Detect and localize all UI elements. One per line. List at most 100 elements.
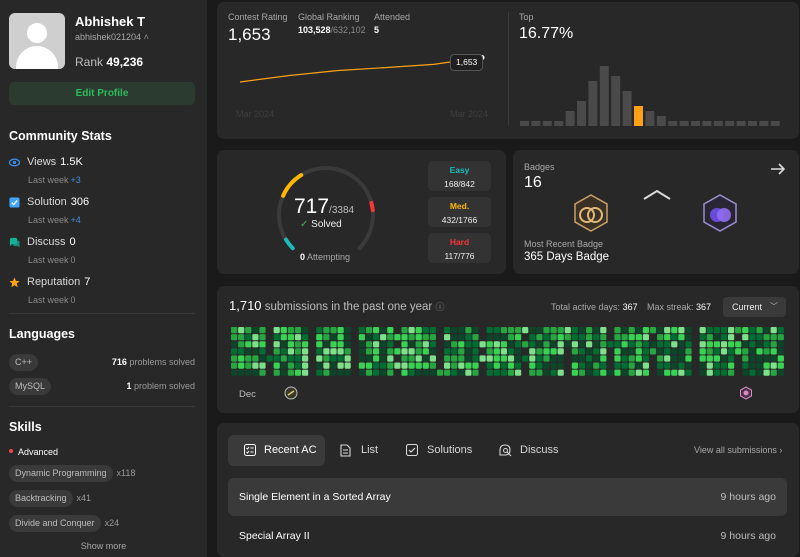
heatmap-cell: [728, 334, 735, 341]
heatmap-cell: [323, 327, 330, 334]
contest-rating-value: 1,653: [228, 25, 271, 44]
heatmap-cell: [536, 341, 543, 348]
heatmap-cell: [273, 341, 280, 348]
heatmap-cell: [713, 369, 720, 376]
arrow-right-icon[interactable]: [770, 162, 786, 176]
heatmap-cell: [401, 362, 408, 369]
heatmap-cell: [713, 334, 720, 341]
heatmap-cell: [365, 362, 373, 369]
top-percent-label: Top: [519, 12, 534, 22]
heatmap-cell: [756, 341, 763, 348]
view-all-submissions-link[interactable]: View all submissions ›: [694, 445, 783, 455]
stat-label: Reputation: [27, 276, 81, 288]
heatmap-cell: [529, 327, 536, 334]
heatmap-cell: [621, 327, 628, 334]
ring-medium-arc: [281, 173, 304, 198]
difficulty-medium[interactable]: Med. 432/1766: [428, 197, 491, 227]
skill-tag[interactable]: Dynamic Programming: [9, 465, 113, 482]
histogram-bar: [622, 91, 632, 126]
stat-value: 7: [84, 276, 91, 288]
heatmap-cell: [323, 362, 330, 369]
heatmap-cell: [479, 355, 486, 362]
heatmap-cell: [245, 369, 252, 376]
heatmap-cell: [238, 348, 245, 355]
heatmap-cell: [380, 334, 387, 341]
heatmap-cell: [543, 334, 550, 341]
tab-recent-ac[interactable]: Recent AC: [228, 435, 325, 466]
annual-badge-icon[interactable]: [571, 193, 611, 233]
check-icon: ✓: [300, 219, 309, 230]
language-tag[interactable]: C++: [9, 354, 39, 371]
heatmap-cell: [252, 341, 259, 348]
tab-list[interactable]: List: [340, 435, 390, 466]
heatmap-cell: [358, 369, 365, 376]
heatmap-cell: [756, 355, 763, 362]
submission-title[interactable]: Single Element in a Sorted Array: [239, 491, 391, 503]
heatmap-cell: [500, 334, 507, 341]
heatmap-cell: [458, 369, 465, 376]
heatmap-cell: [252, 334, 259, 341]
heatmap-cell: [429, 341, 436, 348]
heatmap-cell: [365, 334, 373, 341]
heatmap-cell: [543, 362, 550, 369]
heatmap-cell: [586, 327, 593, 334]
heatmap-cell: [493, 327, 500, 334]
histogram-bar: [542, 121, 552, 126]
heatmap-cell: [756, 348, 763, 355]
submission-row[interactable]: Special Array II 9 hours ago: [228, 517, 787, 555]
heatmap-cell: [664, 362, 671, 369]
heatmap-cell: [515, 341, 522, 348]
stat-week: Last week: [28, 295, 69, 305]
heatmap-cell: [486, 369, 493, 376]
panel-divider: [508, 12, 509, 126]
heatmap-cell: [529, 369, 536, 376]
tab-discuss[interactable]: Discuss: [499, 435, 561, 466]
badge-carousel-indicator: [643, 189, 671, 200]
skills-title: Skills: [9, 420, 42, 434]
heatmap-cell: [720, 348, 728, 355]
submission-title[interactable]: Special Array II: [239, 530, 310, 542]
heatmap-cell: [238, 334, 245, 341]
difficulty-easy[interactable]: Easy 168/842: [428, 161, 491, 191]
heatmap-cell: [720, 369, 728, 376]
heatmap-cell: [337, 341, 344, 348]
year-select-dropdown[interactable]: Current ﹀: [723, 297, 786, 317]
heatmap-cell: [472, 327, 479, 334]
histogram-bar: [725, 121, 735, 126]
heatmap-cell: [316, 369, 323, 376]
heatmap-cell: [273, 348, 280, 355]
heatmap-cell: [763, 355, 770, 362]
difficulty-hard[interactable]: Hard 117/776: [428, 233, 491, 263]
heatmap-cell: [578, 334, 586, 341]
edit-profile-button[interactable]: Edit Profile: [9, 82, 195, 105]
chevron-up-icon[interactable]: ˄: [143, 32, 149, 42]
skill-tag[interactable]: Backtracking: [9, 490, 73, 507]
heatmap-cell: [373, 355, 380, 362]
heatmap-cell: [259, 341, 266, 348]
histogram-bar: [588, 81, 598, 126]
heatmap-cell: [770, 341, 777, 348]
tab-solutions[interactable]: Solutions: [406, 435, 476, 466]
heatmap-cell: [564, 334, 571, 341]
heatmap-cell: [706, 348, 713, 355]
heatmap-cell: [742, 341, 749, 348]
heatmap-cell: [380, 369, 387, 376]
heatmap-cell: [550, 348, 557, 355]
histogram-bar: [691, 121, 700, 126]
max-streak: Max streak: 367: [647, 302, 712, 312]
language-tag[interactable]: MySQL: [9, 378, 52, 395]
heatmap-cell: [323, 334, 330, 341]
submission-row[interactable]: Single Element in a Sorted Array 9 hours…: [228, 478, 787, 516]
streak-badge-icon[interactable]: [700, 193, 740, 233]
heatmap-cell: [671, 348, 678, 355]
heatmap-cell: [593, 355, 600, 362]
show-more-link[interactable]: Show more: [80, 541, 127, 551]
language-row: C++ 716 problems solved: [9, 354, 195, 371]
avatar[interactable]: [9, 13, 65, 69]
heatmap-cell: [621, 369, 628, 376]
histogram-bar: [520, 121, 529, 126]
heatmap-cell: [671, 362, 678, 369]
heatmap-cell: [699, 369, 706, 376]
heatmap-cell: [294, 362, 302, 369]
skill-tag[interactable]: Divide and Conquer: [9, 515, 101, 532]
